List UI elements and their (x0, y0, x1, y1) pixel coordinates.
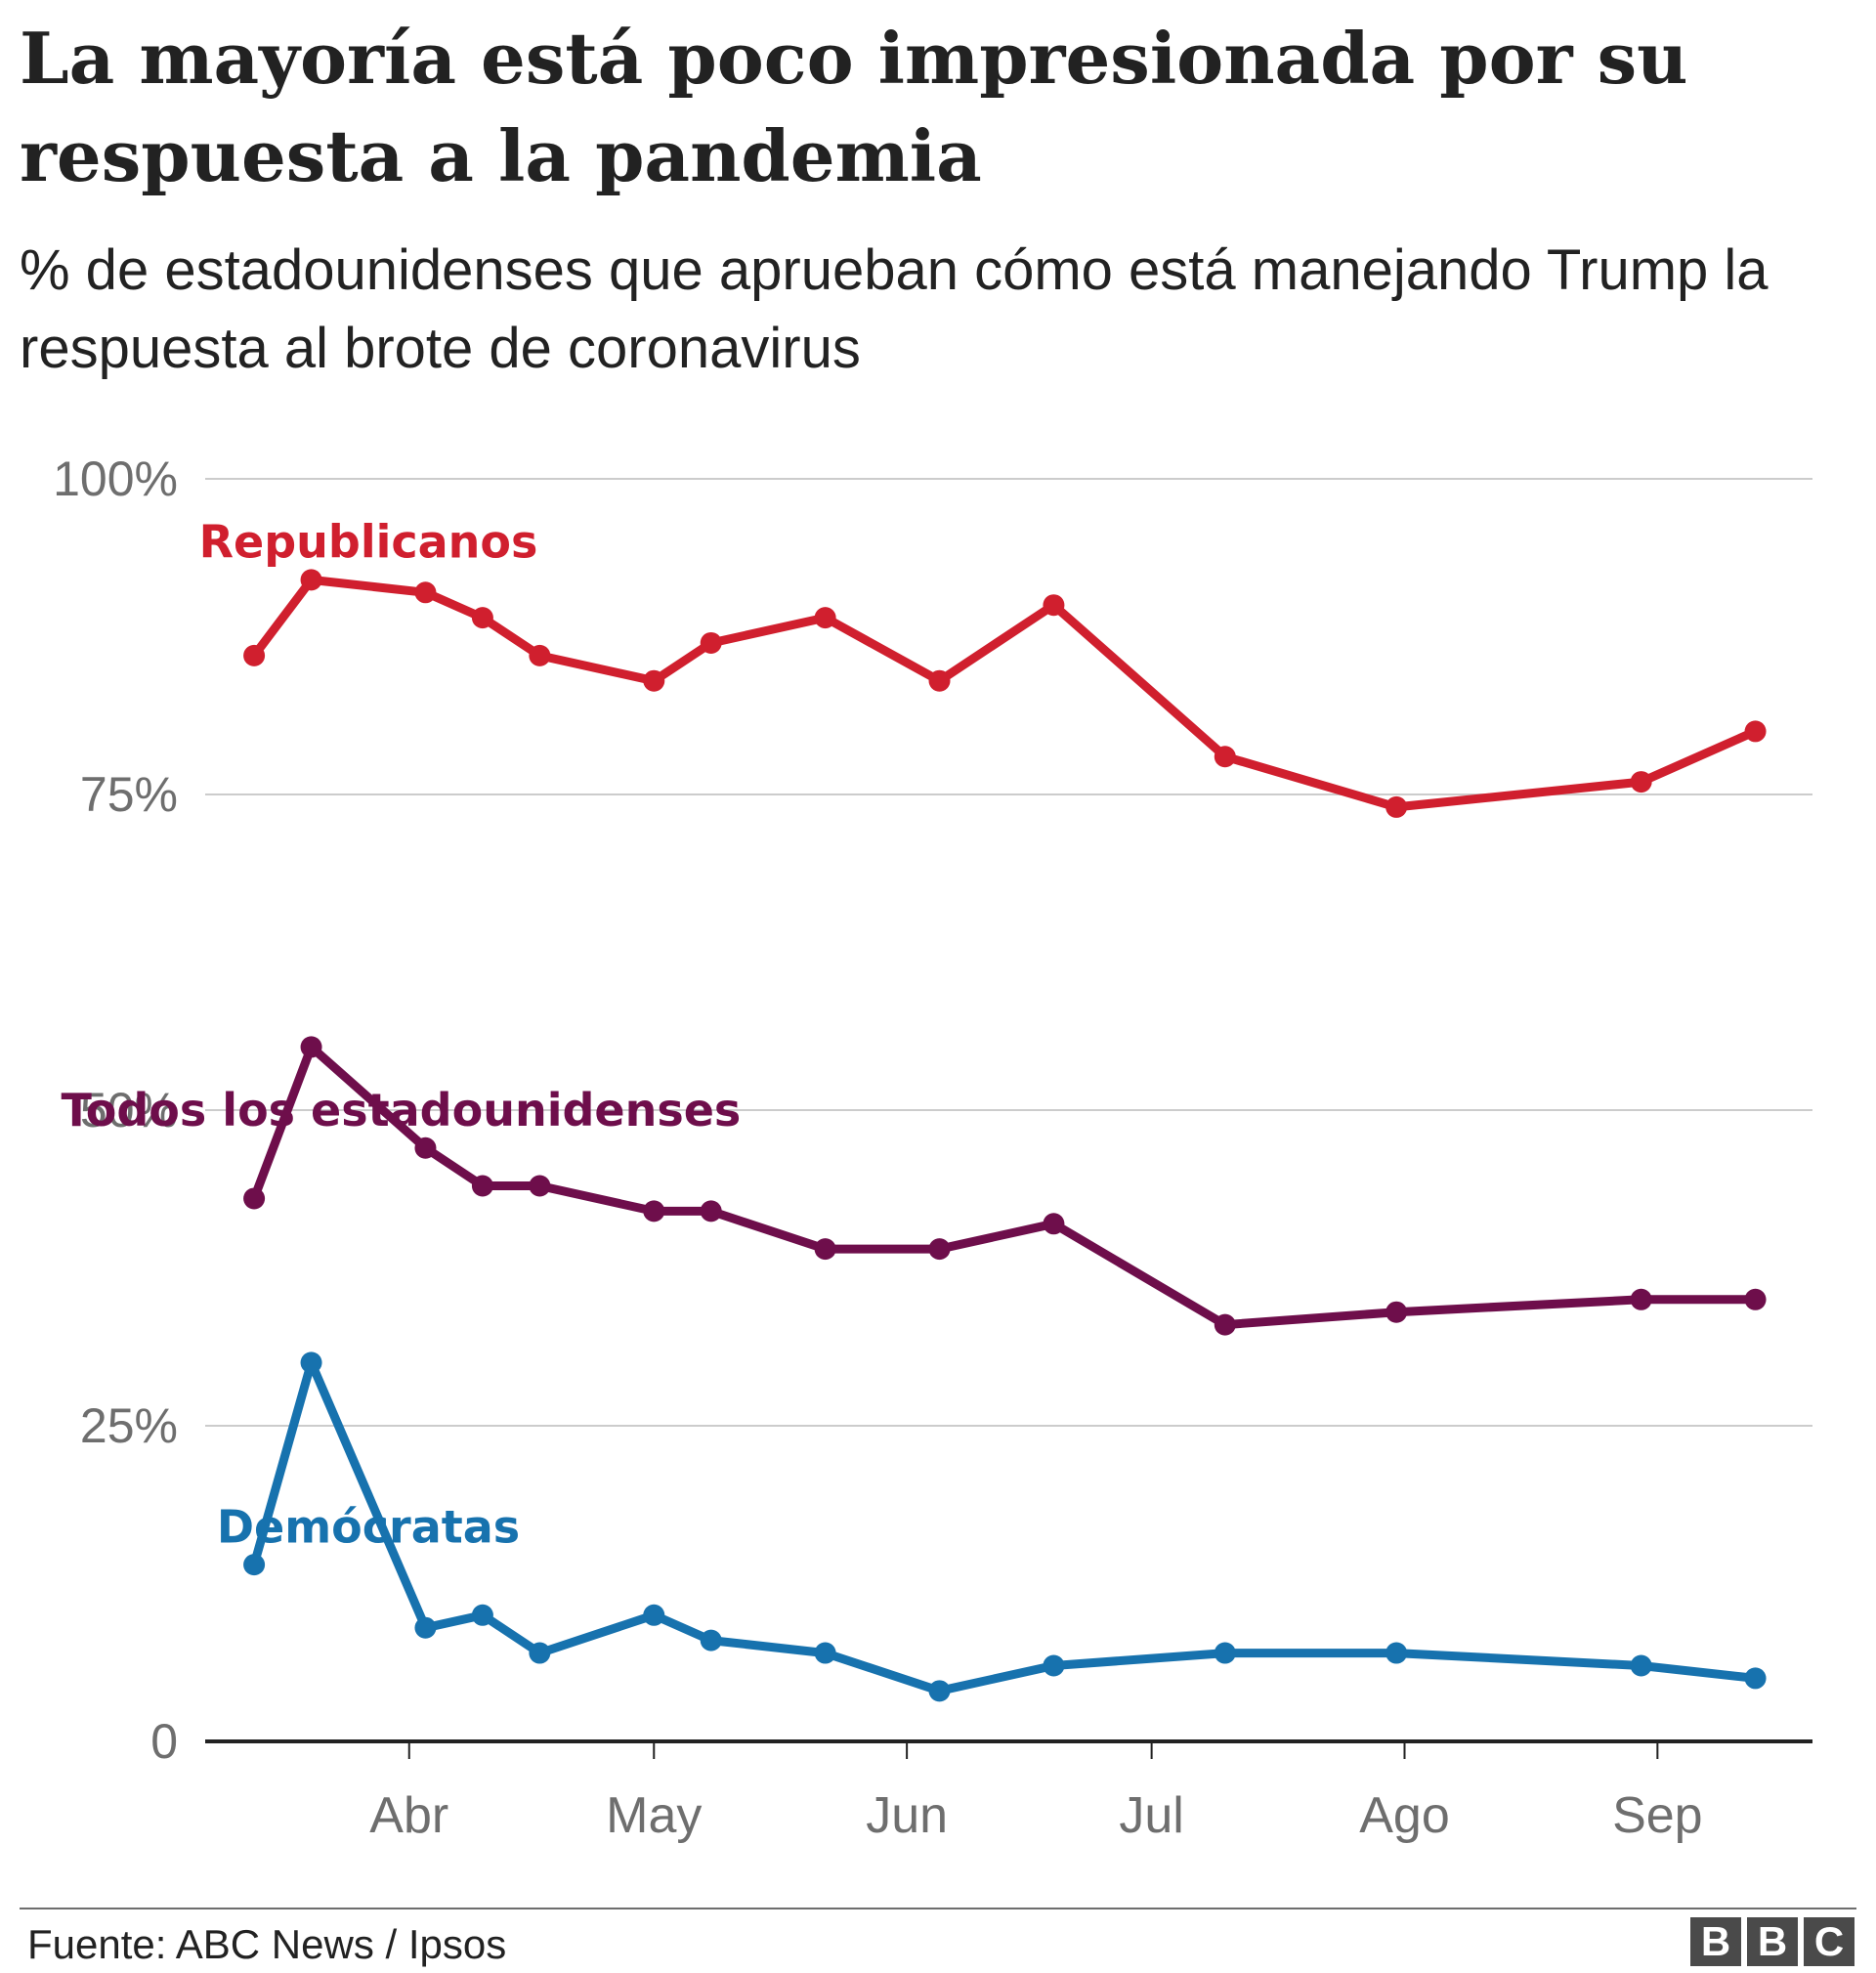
x-tick-label: Jun (866, 1787, 948, 1844)
x-tick-label: Abr (369, 1787, 448, 1844)
line-chart: 0 25% 50% 75% 100% Abr May Jun Jul Ago Sep Republ… (53, 451, 1812, 1844)
data-point (529, 1175, 551, 1197)
data-point (243, 1554, 266, 1576)
source-note: Fuente: ABC News / Ipsos (27, 1921, 507, 1967)
data-point (529, 1642, 551, 1664)
data-point (814, 1238, 836, 1261)
data-point (928, 669, 951, 692)
chart-title: La mayoría está poco impresionada por su… (20, 17, 1688, 197)
data-point (300, 1351, 322, 1374)
series-line (249, 1042, 1760, 1330)
series-label: Demócratas (217, 1500, 520, 1553)
data-point (471, 1175, 493, 1197)
data-point (1630, 771, 1652, 793)
logo-letter: B (1747, 1917, 1798, 1966)
y-tick-label: 25% (80, 1398, 178, 1453)
y-tick-label: 50% (80, 1083, 178, 1137)
footer-divider (20, 1908, 1856, 1909)
data-point (414, 1137, 437, 1159)
chart-subtitle: % de estadounidenses que aprueban cómo e… (20, 238, 1769, 380)
x-tick-label: Ago (1359, 1787, 1450, 1844)
data-point (1630, 1288, 1652, 1310)
y-tick-label: 0 (150, 1714, 178, 1769)
y-tick-label: 75% (80, 767, 178, 822)
data-point (1386, 1642, 1408, 1664)
data-point (1043, 594, 1065, 617)
bbc-logo: B B C (1690, 1917, 1855, 1966)
data-point (414, 581, 437, 604)
data-point (471, 607, 493, 629)
data-point (300, 1036, 322, 1058)
data-point (928, 1680, 951, 1702)
series-label: Republicanos (199, 516, 538, 569)
data-point (643, 1200, 665, 1222)
data-point (1386, 1301, 1408, 1323)
data-point (471, 1604, 493, 1626)
logo-letter: B (1690, 1917, 1741, 1966)
data-point (243, 1187, 266, 1210)
data-point (1386, 795, 1408, 818)
data-point (643, 669, 665, 692)
series-label: Todos los estadounidenses (62, 1084, 742, 1137)
y-tick-label: 100% (53, 451, 178, 506)
data-point (300, 569, 322, 591)
data-point (1630, 1654, 1652, 1677)
data-point (529, 644, 551, 666)
data-point (928, 1238, 951, 1261)
data-point (1043, 1213, 1065, 1235)
data-point (1744, 1667, 1767, 1690)
data-point (414, 1616, 437, 1639)
data-point (700, 631, 722, 654)
x-tick-label: Sep (1612, 1787, 1703, 1844)
x-tick-label: May (606, 1787, 702, 1844)
data-point (814, 1642, 836, 1664)
data-point (1214, 1313, 1236, 1336)
data-point (700, 1200, 722, 1222)
data-point (643, 1604, 665, 1626)
logo-letter: C (1804, 1917, 1855, 1966)
data-point (1744, 720, 1767, 743)
data-point (700, 1629, 722, 1651)
data-point (814, 607, 836, 629)
data-point (1214, 1642, 1236, 1664)
x-tick-label: Jul (1119, 1787, 1183, 1844)
data-point (1214, 746, 1236, 768)
data-point (1744, 1288, 1767, 1310)
data-point (243, 644, 266, 666)
data-point (1043, 1654, 1065, 1677)
